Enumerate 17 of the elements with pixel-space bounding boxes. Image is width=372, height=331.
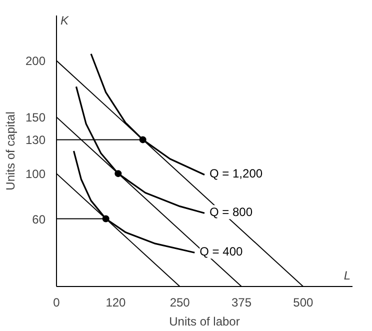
y-tick-label: 130 [25, 133, 46, 148]
y-tick-label: 150 [25, 110, 46, 125]
x-axis-title: Units of labor [169, 314, 240, 328]
x-tick-label: 120 [106, 296, 126, 310]
x-tick-label: 375 [231, 296, 252, 310]
series-label: Q = 800 [210, 205, 253, 220]
y-tick-label: 100 [25, 167, 46, 182]
annotation: K [60, 14, 70, 28]
y-tick-label: 60 [32, 212, 46, 226]
y-tick-label: 200 [25, 54, 46, 68]
x-tick-label: 500 [293, 296, 314, 310]
series-label: Q = 1,200 [210, 166, 263, 181]
x-tick-label: 0 [53, 296, 60, 310]
x-tick-label: 250 [170, 296, 190, 310]
series-label: Q = 400 [200, 244, 243, 259]
y-axis-title: Units of capital [3, 112, 18, 190]
annotation: L [344, 268, 351, 282]
